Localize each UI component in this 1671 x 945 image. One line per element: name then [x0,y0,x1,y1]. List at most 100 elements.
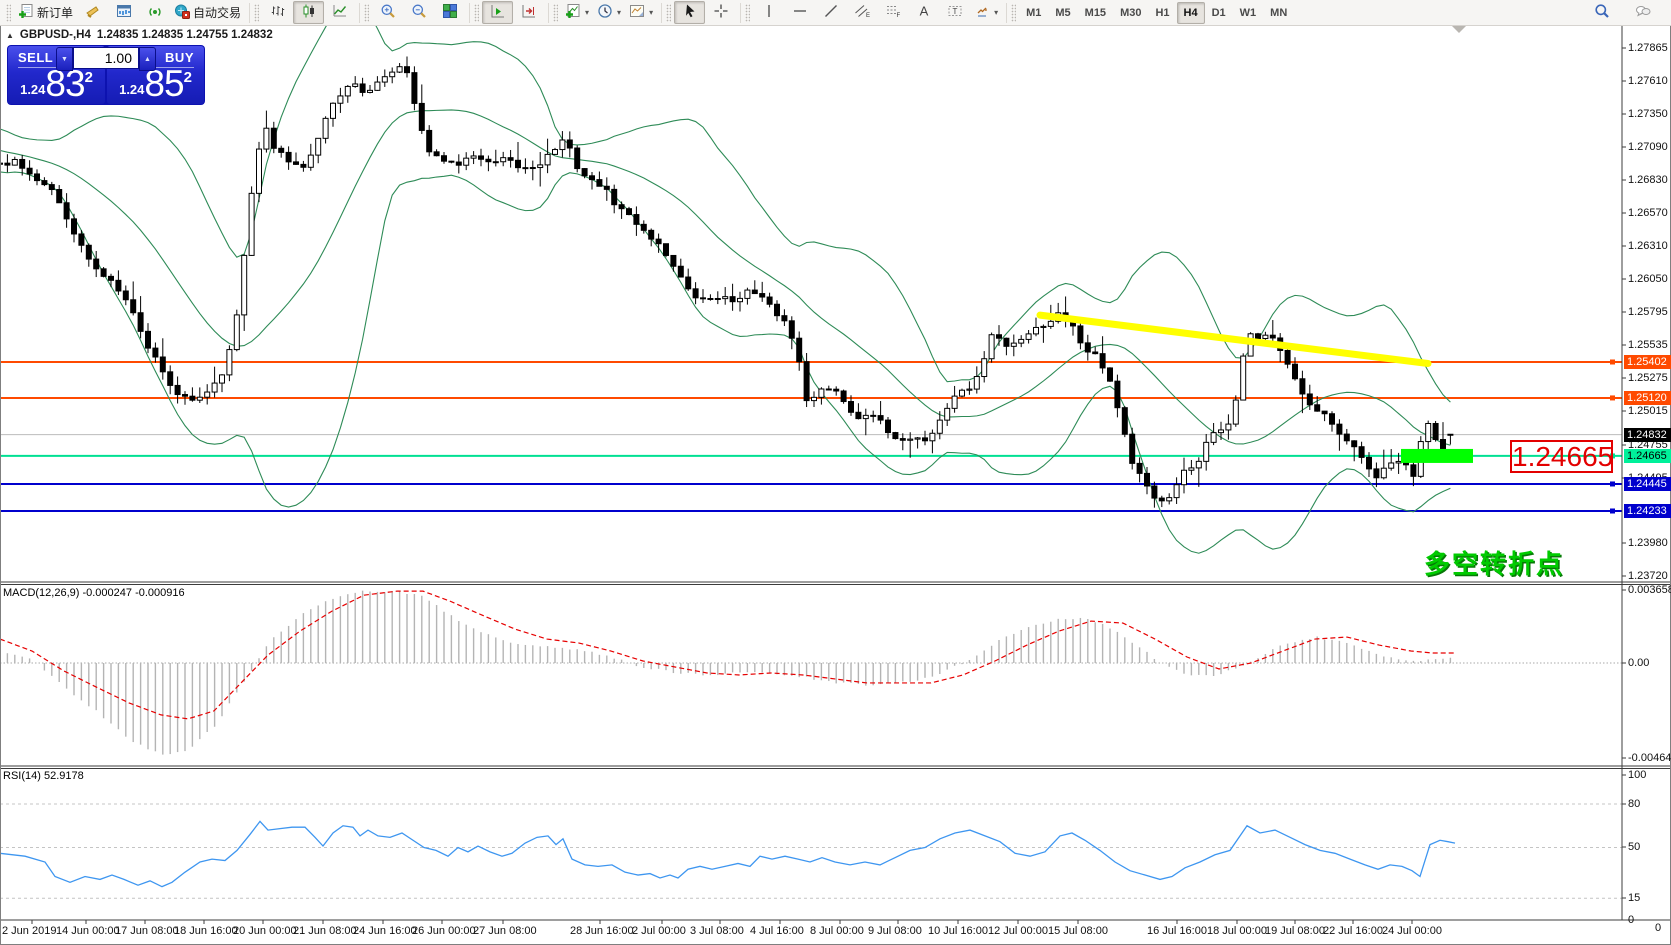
candle-down [174,384,181,396]
timeframe-h4[interactable]: H4 [1176,1,1205,24]
toolbar-grip[interactable] [254,3,260,22]
cursor-button[interactable] [674,1,706,24]
timeframe-m30[interactable]: M30 [1120,6,1142,19]
candle-up [389,71,396,78]
chat-button[interactable] [1627,1,1658,24]
candle-down [441,155,447,162]
toolbar-grip[interactable] [666,3,672,22]
periods-button[interactable]: ▾ [593,1,625,24]
auto-scroll-button[interactable] [482,1,514,24]
timeframe-mn[interactable]: MN [1270,6,1288,19]
candle-down [692,288,699,299]
crosshair-button[interactable] [705,1,736,24]
rsi-indicator-label: RSI(14) 52.9178 [3,770,84,782]
crosshair-icon [713,3,729,22]
bollinger-lower-band [1,171,1451,554]
candle-down [100,268,107,277]
candle-down [293,161,299,165]
candle-up [818,388,825,398]
candle-down [899,438,906,441]
equidistant-channel-button[interactable]: E [846,1,877,24]
toolbar-group-3 [471,0,547,25]
trend-line-button[interactable] [815,1,846,24]
candle-up [559,139,566,151]
candle-up [256,148,262,194]
line-handle[interactable] [1610,481,1615,487]
publisher-icon [85,3,101,22]
candle-down [1129,433,1136,464]
fibonacci-button[interactable]: F [877,1,908,24]
candle-up [1188,467,1195,471]
horizontal-line-button[interactable] [784,1,815,24]
candle-down [1107,367,1113,382]
toolbar-grip[interactable] [364,3,370,22]
timeframe-m5[interactable]: M5 [1055,6,1071,19]
chart-shift-button[interactable] [513,1,544,24]
timeframe-m1[interactable]: M1 [1026,6,1042,19]
line-chart-button[interactable] [324,1,355,24]
market-watch-icon [116,3,132,22]
timeframe-d1[interactable]: D1 [1211,6,1226,19]
toolbar-grip[interactable] [553,3,559,22]
timeframe-h1[interactable]: H1 [1155,6,1170,19]
toolbar-group-4: ▾ ▾ ▾ [550,0,660,25]
candle-up [463,157,470,166]
new-order-button[interactable]: 新订单 [14,1,77,24]
chart-shift-icon [521,3,537,22]
vertical-line-button[interactable] [753,1,784,24]
candle-down [159,356,166,373]
toolbar-separator [740,2,742,23]
autotrading-button[interactable]: 自动交易 [170,1,245,24]
zoom-in-button[interactable] [372,1,403,24]
chevron-down-icon[interactable]: ▾ [994,8,999,17]
candle-up [1025,333,1032,340]
candle-down [766,296,773,305]
text-label-button[interactable]: T [939,1,970,24]
price-level-text-box[interactable]: 1.24665 [1510,440,1614,473]
candle-up [500,157,507,163]
line-handle[interactable] [1610,359,1615,365]
search-button[interactable] [1586,1,1617,24]
chevron-down-icon[interactable]: ▾ [617,8,622,17]
toolbar-grip[interactable] [745,3,751,22]
arrows-button[interactable]: ▾ [970,1,1002,24]
svg-text:E: E [866,13,870,19]
one-click-collapse-icon[interactable]: ▲ [6,30,14,40]
candle-up [1018,338,1025,344]
zoom-out-button[interactable] [403,1,434,24]
volume-input[interactable]: 1.00 [73,47,139,69]
text-button[interactable]: A [908,1,939,24]
candle-chart-button[interactable] [293,1,325,24]
toolbar-separator [469,2,471,23]
bar-chart-icon [270,3,286,22]
chart-annotation-text[interactable]: 多空转折点 [1424,549,1565,579]
price-panel [1,26,1622,554]
chart-scroll-marker[interactable] [1452,26,1466,33]
bar-chart-button[interactable] [262,1,293,24]
volume-decrease-button[interactable]: ▼ [56,47,73,71]
market-watch-button[interactable] [108,1,139,24]
publisher-button[interactable] [77,1,108,24]
arrows-icon [974,3,990,22]
chevron-down-icon[interactable]: ▾ [649,8,654,17]
toolbar-grip[interactable] [1011,3,1017,22]
toolbar-grip[interactable] [474,3,480,22]
signal-button[interactable] [139,1,170,24]
descending-trendline[interactable] [1036,311,1432,368]
chevron-down-icon[interactable]: ▾ [585,8,590,17]
tile-windows-button[interactable] [434,1,465,24]
timeframe-m15[interactable]: M15 [1084,6,1107,19]
indicators-button[interactable]: ▾ [561,1,593,24]
candle-up [211,382,218,393]
candle-up [307,154,314,168]
candle-up [263,127,270,150]
line-handle[interactable] [1610,508,1615,514]
volume-increase-button[interactable]: ▲ [139,47,156,71]
toolbar-grip[interactable] [6,3,11,22]
support-highlight-bar[interactable] [1401,448,1473,463]
line-handle[interactable] [1610,395,1615,401]
timeframe-w1[interactable]: W1 [1239,6,1257,19]
templates-button[interactable]: ▾ [625,1,657,24]
candle-down [618,204,625,210]
